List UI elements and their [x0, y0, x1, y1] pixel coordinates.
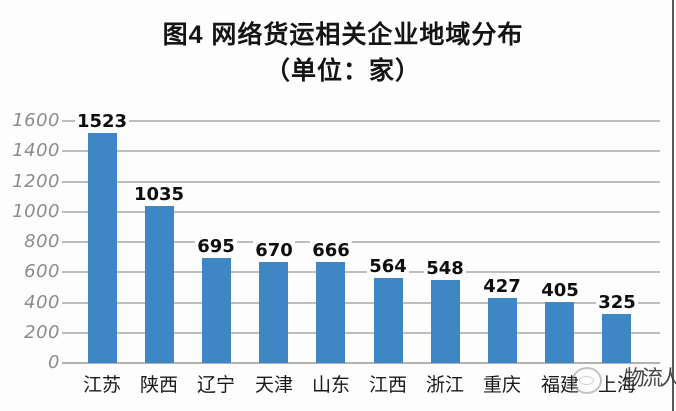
bar-value-text: 670	[253, 240, 295, 261]
bar-value-label: 325	[585, 292, 649, 313]
bar-浙江	[431, 280, 460, 363]
bar-value-text: 427	[481, 276, 523, 297]
x-axis-category-label: 上海	[597, 375, 636, 396]
x-axis-category-label: 福建	[540, 375, 579, 396]
gridline-1600	[62, 120, 660, 122]
x-axis-category-label: 江苏	[82, 375, 121, 396]
bar-陕西	[145, 206, 174, 363]
bar-value-text: 695	[195, 236, 237, 257]
bar-天津	[259, 262, 288, 363]
y-axis-tick-label: 600	[24, 261, 60, 283]
gridline-1000	[62, 210, 660, 213]
gridline-800	[62, 241, 660, 243]
x-axis-category-label: 陕西	[139, 375, 178, 396]
bar-江西	[374, 278, 403, 363]
y-axis-tick-label: 400	[24, 291, 60, 313]
gridline-0	[62, 362, 660, 364]
chart-title: 图4 网络货运相关企业地域分布	[162, 21, 524, 49]
chart-title-block: 图4 网络货运相关企业地域分布 （单位：家）	[10, 17, 676, 89]
gridline-200	[62, 331, 660, 334]
y-axis-tick-label: 1400	[12, 140, 60, 162]
y-axis-tick-label: 1000	[12, 200, 60, 222]
bar-value-text: 325	[596, 292, 638, 313]
x-axis-category-label: 重庆	[482, 375, 521, 396]
bar-value-text: 1035	[131, 184, 187, 205]
bar-value-text: 405	[539, 280, 581, 301]
bar-value-label: 564	[356, 256, 420, 277]
gridline-1400	[62, 150, 660, 153]
bar-重庆	[488, 298, 517, 363]
bar-辽宁	[202, 258, 231, 363]
bar-福建	[545, 302, 574, 363]
bar-value-label: 548	[413, 258, 477, 279]
bar-value-label: 695	[184, 236, 248, 257]
y-axis-tick-label: 200	[24, 321, 60, 343]
bar-value-text: 1523	[74, 111, 130, 132]
watermark-text: 物流人	[624, 367, 676, 390]
x-axis-category-label: 山东	[311, 375, 350, 396]
chart-subtitle: （单位：家）	[264, 57, 421, 85]
gridline-400	[62, 301, 660, 304]
y-axis-tick-label: 800	[24, 231, 60, 252]
x-axis-category-label: 辽宁	[196, 375, 235, 396]
bar-value-label: 405	[528, 280, 592, 301]
bar-value-text: 666	[310, 240, 352, 261]
bar-value-text: 564	[367, 256, 409, 277]
y-axis-tick-label: 0	[48, 352, 60, 373]
y-axis-tick-label: 1200	[12, 170, 60, 192]
x-axis-category-label: 浙江	[425, 375, 464, 396]
y-axis-tick-label: 1600	[12, 110, 60, 131]
bar-上海	[602, 314, 631, 363]
bar-江苏	[88, 133, 117, 363]
bar-value-label: 666	[299, 240, 363, 261]
bar-value-label: 1035	[127, 184, 191, 205]
bar-value-label: 670	[242, 240, 306, 261]
gridline-600	[62, 271, 660, 274]
bar-value-text: 548	[424, 258, 466, 279]
gridline-1200	[62, 180, 660, 183]
bar-value-label: 1523	[70, 111, 134, 132]
image-right-edge-line	[672, 0, 674, 411]
bar-山东	[316, 262, 345, 363]
x-axis-category-label: 天津	[254, 375, 293, 396]
watermark-circle-logo-icon	[572, 367, 602, 394]
bar-value-label: 427	[470, 276, 534, 297]
x-axis-category-label: 江西	[368, 375, 407, 396]
